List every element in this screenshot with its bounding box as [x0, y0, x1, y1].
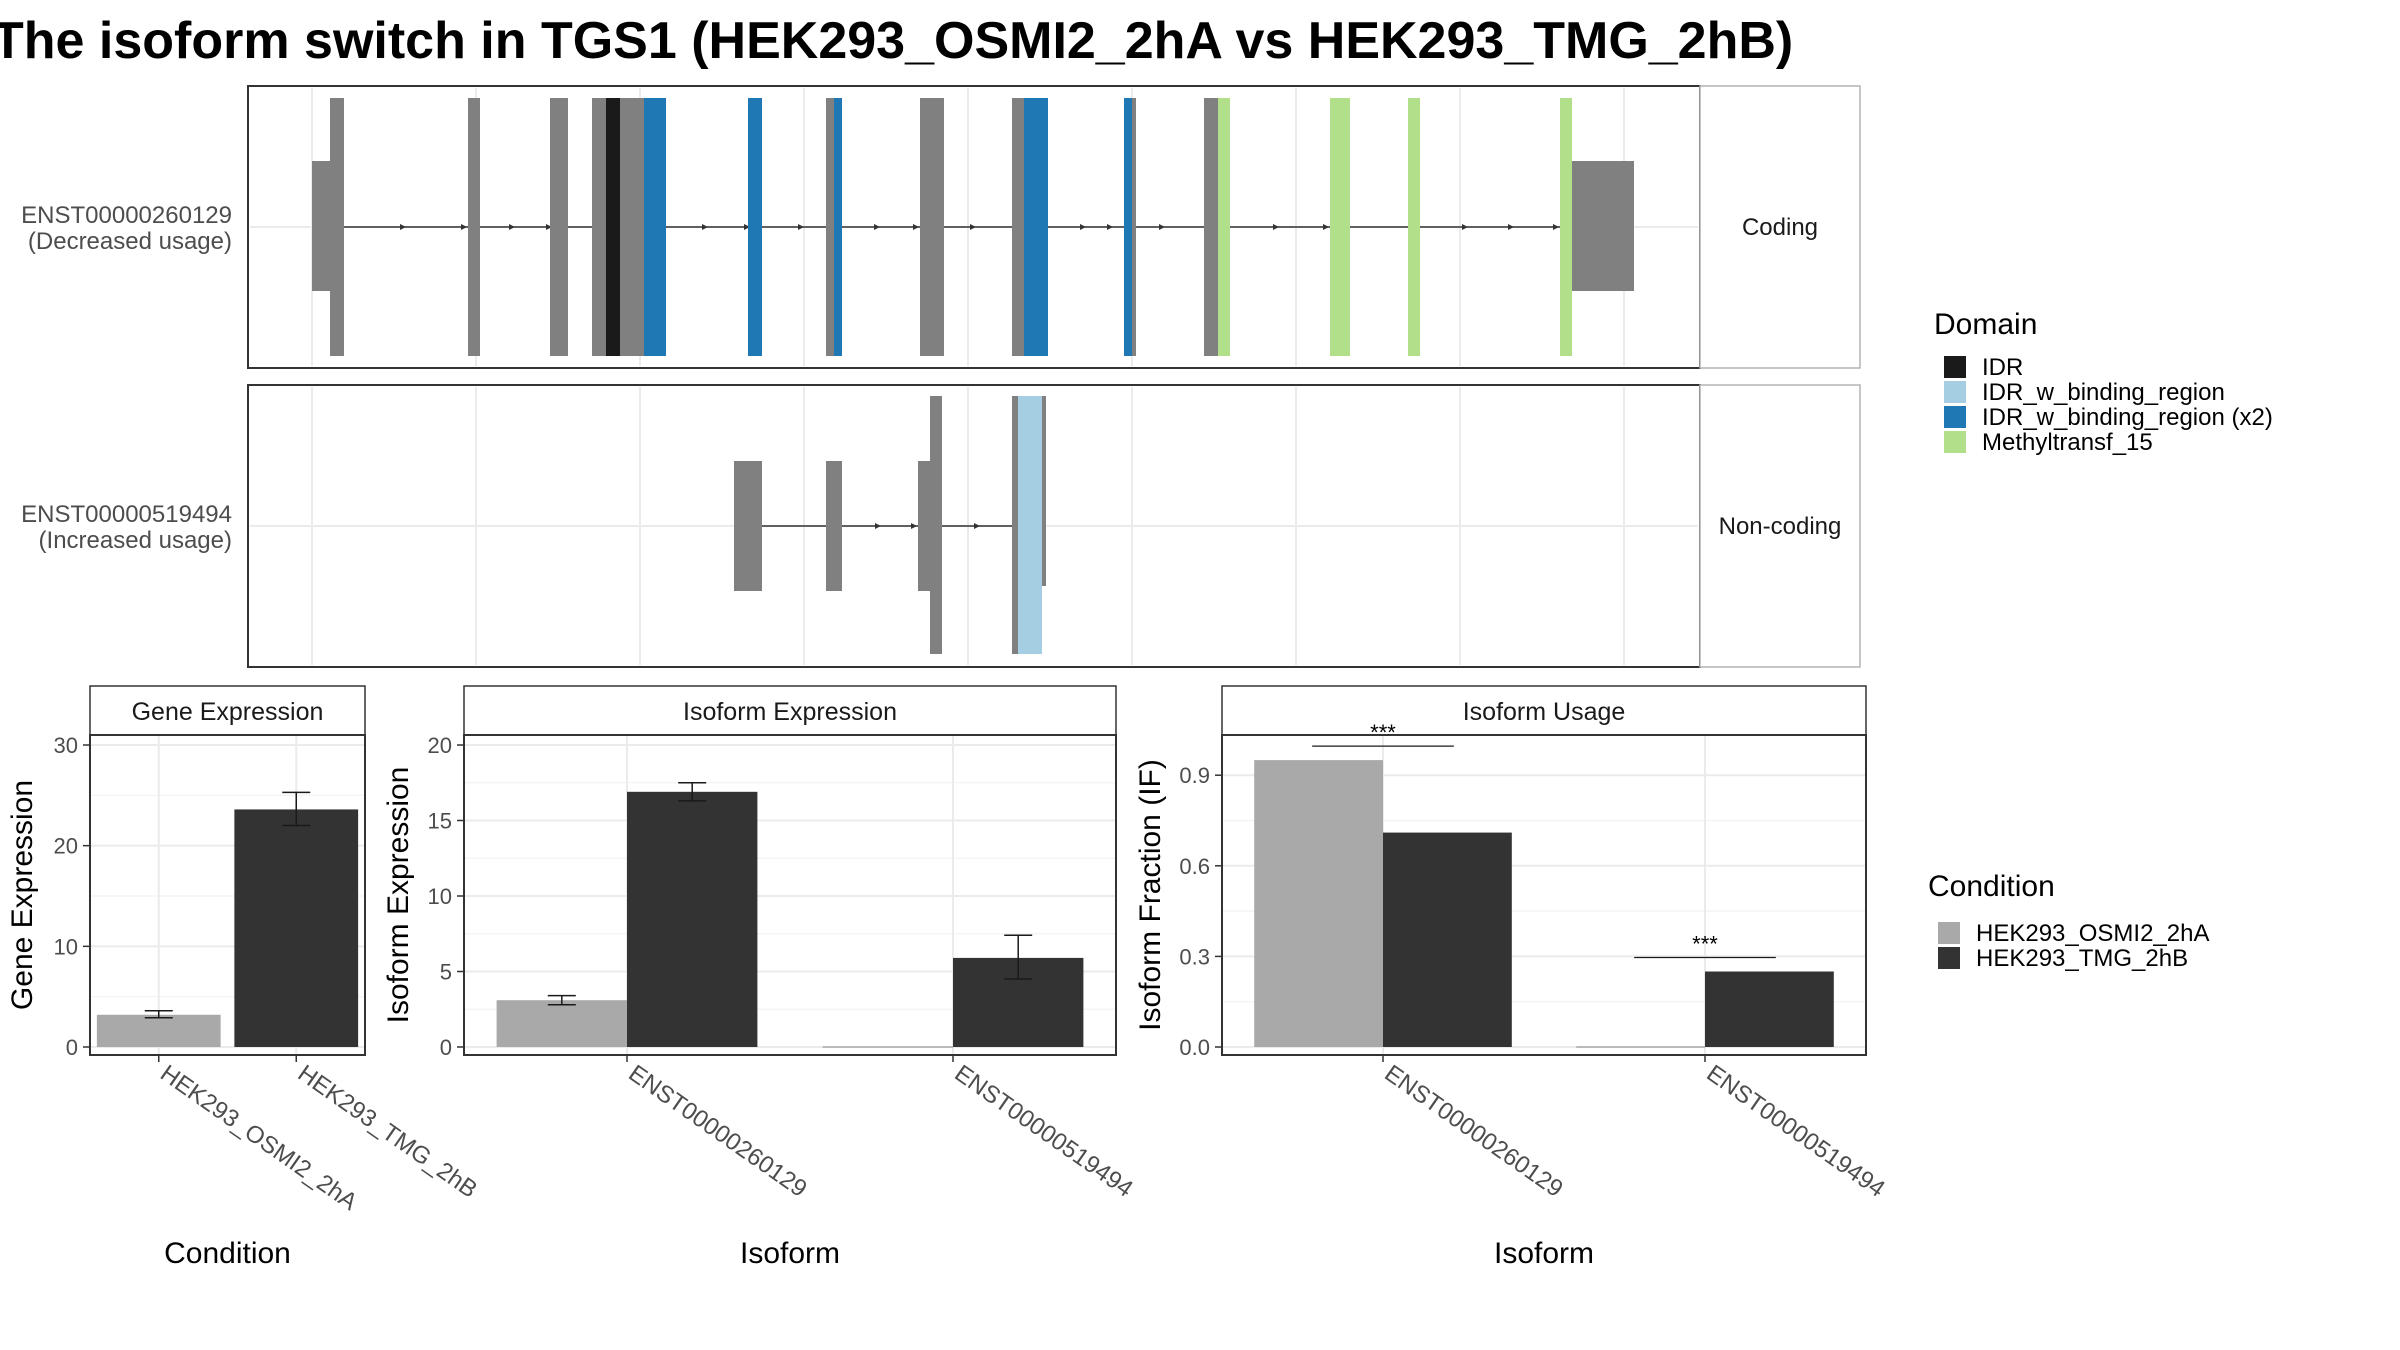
transcript-coding: [312, 98, 1634, 356]
strip-noncoding: [1699, 384, 1861, 668]
bar: [627, 791, 758, 1047]
y-tick-label: 0.9: [1179, 763, 1210, 788]
bar: [1705, 971, 1834, 1047]
domain-legend-title: Domain: [1934, 308, 2037, 341]
domain-idr-binding-x2: [1024, 98, 1048, 356]
isoform-usage-label-2: (Increased usage): [39, 527, 232, 554]
domain-methyltransf: [1218, 98, 1230, 356]
domain-idr-binding-x2: [644, 98, 666, 356]
y-tick-label: 20: [54, 834, 78, 859]
domain-idr-binding-x2: [748, 98, 762, 356]
strip-coding: [1699, 85, 1861, 369]
transcript-structure-panels: Coding ENST00000260129 (Decreased usage)…: [21, 85, 1861, 668]
y-axis-title: Isoform Fraction (IF): [1134, 759, 1167, 1031]
isoform-label-1: ENST00000260129: [21, 202, 232, 229]
y-tick-label: 10: [428, 884, 452, 909]
x-tick-label: ENST00000519494: [1702, 1060, 1890, 1203]
legend-swatch: [1944, 431, 1966, 453]
facet-title: Isoform Usage: [1463, 698, 1626, 726]
legend-label: IDR_w_binding_region: [1982, 379, 2225, 406]
y-tick-label: 10: [54, 934, 78, 959]
isoform-expression-chart: Isoform Expression 0 5 10 15 20 ENST0000026012…: [382, 685, 1138, 1270]
y-tick-label: 5: [440, 960, 452, 985]
strip-label-noncoding: Non-coding: [1719, 513, 1842, 540]
y-tick-label: 0: [66, 1035, 78, 1060]
x-axis-title: Isoform: [740, 1237, 840, 1270]
significance-label: ***: [1692, 932, 1718, 957]
facet-title: Isoform Expression: [683, 698, 897, 726]
domain-idr-binding-x2: [1124, 98, 1132, 356]
y-axis-title: Gene Expression: [6, 780, 39, 1010]
chart-title: The isoform switch in TGS1 (HEK293_OSMI2…: [0, 12, 1793, 70]
x-axis-title: Condition: [164, 1237, 291, 1270]
y-tick-label: 0.6: [1179, 854, 1210, 879]
facet-strip: [89, 685, 366, 736]
condition-legend-title: Condition: [1928, 870, 2055, 903]
y-tick-label: 20: [428, 733, 452, 758]
x-tick-label: ENST00000260129: [1380, 1060, 1568, 1203]
y-tick-label: 15: [428, 809, 452, 834]
y-tick-label: 0: [440, 1035, 452, 1060]
strip-label-coding: Coding: [1742, 214, 1818, 241]
y-tick-label: 30: [54, 733, 78, 758]
exons: [734, 396, 1046, 654]
y-tick-label: 0.3: [1179, 944, 1210, 969]
legend-label: HEK293_TMG_2hB: [1976, 945, 2188, 972]
legend-label: IDR: [1982, 354, 2023, 381]
legend-swatch: [1944, 381, 1966, 403]
bar: [234, 809, 359, 1047]
legend-swatch: [1938, 922, 1960, 944]
legend-swatch: [1944, 406, 1966, 428]
domain-idr-binding-x2: [834, 98, 842, 356]
bar: [1254, 760, 1383, 1047]
domain-idr-binding: [1018, 396, 1042, 654]
isoform-label-2: ENST00000519494: [21, 501, 232, 528]
isoform-usage-chart: Isoform Usage 0.0 0.3 0.6 0.9 *** *** ENST00000…: [1134, 685, 1890, 1270]
transcript-noncoding: [734, 396, 1046, 654]
bar: [496, 1000, 627, 1047]
y-axis-title: Isoform Expression: [382, 767, 415, 1024]
bar: [1383, 832, 1512, 1047]
x-tick-label: ENST00000519494: [950, 1060, 1138, 1203]
x-tick-label: ENST00000260129: [624, 1060, 812, 1203]
legend-swatch: [1944, 356, 1966, 378]
exons: [312, 98, 1634, 356]
domain-methyltransf: [1330, 98, 1350, 356]
legend-swatch: [1938, 947, 1960, 969]
legend-label: Methyltransf_15: [1982, 429, 2153, 456]
significance-label: ***: [1370, 720, 1396, 745]
facet-strip: [463, 685, 1117, 736]
legend-label: HEK293_OSMI2_2hA: [1976, 920, 2209, 947]
isoform-usage-label-1: (Decreased usage): [28, 228, 232, 255]
x-axis-title: Isoform: [1494, 1237, 1594, 1270]
domain-methyltransf: [1560, 98, 1572, 356]
intron-arrows: [400, 224, 1559, 230]
legend-label: IDR_w_binding_region (x2): [1982, 404, 2273, 431]
domain-idr: [606, 98, 620, 356]
bar: [96, 1014, 221, 1047]
domain-legend: Domain IDRIDR_w_binding_regionIDR_w_bind…: [1934, 308, 2273, 456]
domain-methyltransf: [1408, 98, 1420, 356]
domains: [606, 98, 1572, 356]
y-tick-label: 0.0: [1179, 1035, 1210, 1060]
facet-title: Gene Expression: [132, 698, 324, 726]
